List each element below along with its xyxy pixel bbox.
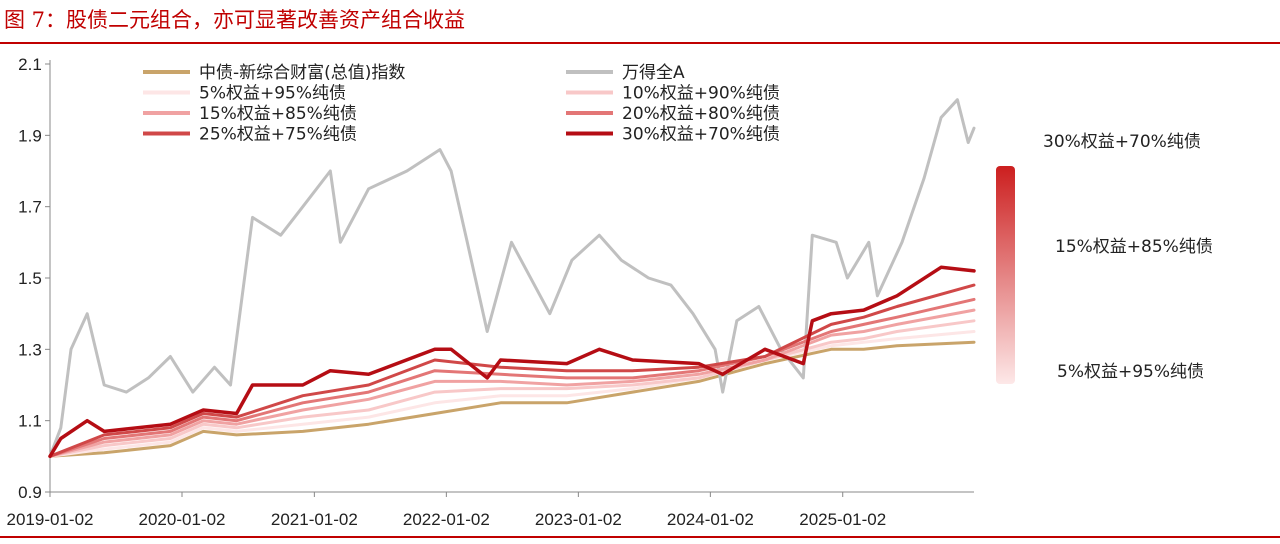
legend: 中债-新综合财富(总值)指数 万得全A 5%权益+95%纯债 10%权益+90%纯债 1…	[143, 63, 780, 145]
series-lines	[48, 98, 976, 459]
chart-title: 图 7：股债二元组合，亦可显著改善资产组合收益	[4, 8, 466, 32]
gradient-key: 30%权益+70%纯债 15%权益+85%纯债 5%权益+95%纯债	[996, 132, 1213, 384]
x-tick-label: 2021-01-02	[271, 510, 358, 529]
series-line	[48, 98, 976, 458]
gradient-top-label: 30%权益+70%纯债	[1043, 132, 1201, 152]
y-tick-label: 1.9	[18, 126, 42, 145]
line-chart: 0.9 1.1 1.3 1.5 1.7 1.9 2.1 2019-01-02 2020-01-…	[7, 55, 1213, 529]
gradient-middle-label: 15%权益+85%纯债	[1055, 237, 1213, 257]
series-line	[48, 330, 976, 458]
title-bar: 图 7：股债二元组合，亦可显著改善资产组合收益	[0, 0, 1280, 44]
series-line	[48, 340, 976, 458]
series-line	[48, 319, 976, 458]
gradient-bottom-label: 5%权益+95%纯债	[1057, 362, 1204, 382]
legend-item: 万得全A	[622, 63, 685, 83]
y-tick-label: 2.1	[18, 55, 42, 74]
legend-item: 5%权益+95%纯债	[199, 84, 346, 104]
gradient-bar	[996, 166, 1015, 384]
series-line	[48, 265, 976, 459]
legend-item: 中债-新综合财富(总值)指数	[199, 63, 405, 83]
legend-item: 30%权益+70%纯债	[622, 125, 780, 145]
series-line	[48, 297, 976, 458]
series-line	[48, 283, 976, 458]
y-tick-label: 1.5	[18, 269, 42, 288]
y-tick-label: 1.7	[18, 198, 42, 217]
x-axis-ticks: 2019-01-02 2020-01-02 2021-01-02 2022-01-02…	[7, 492, 886, 529]
x-tick-label: 2020-01-02	[139, 510, 226, 529]
legend-item: 25%权益+75%纯债	[199, 125, 357, 145]
x-tick-label: 2019-01-02	[7, 510, 94, 529]
legend-item: 15%权益+85%纯债	[199, 104, 357, 124]
y-tick-label: 0.9	[18, 483, 42, 502]
axes	[49, 60, 974, 493]
y-axis-ticks: 0.9 1.1 1.3 1.5 1.7 1.9 2.1	[18, 55, 50, 502]
y-tick-label: 1.3	[18, 340, 42, 359]
x-tick-label: 2025-01-02	[799, 510, 886, 529]
x-tick-label: 2022-01-02	[403, 510, 490, 529]
x-tick-label: 2023-01-02	[535, 510, 622, 529]
series-line	[48, 308, 976, 458]
legend-item: 20%权益+80%纯债	[622, 104, 780, 124]
legend-item: 10%权益+90%纯债	[622, 84, 780, 104]
x-tick-label: 2024-01-02	[667, 510, 754, 529]
bottom-rule	[0, 536, 1280, 538]
y-tick-label: 1.1	[18, 412, 42, 431]
